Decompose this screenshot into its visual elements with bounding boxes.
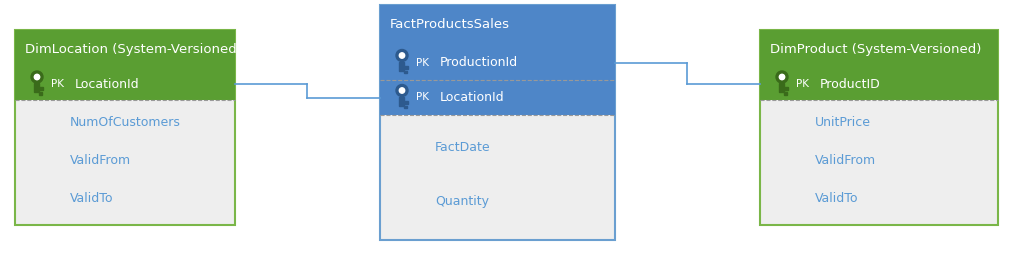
Text: PK: PK <box>796 79 809 89</box>
Text: FactProductsSales: FactProductsSales <box>390 19 510 32</box>
Circle shape <box>780 74 785 80</box>
Circle shape <box>31 71 43 83</box>
Bar <box>399 61 405 70</box>
Text: LocationId: LocationId <box>440 91 504 104</box>
Bar <box>380 5 615 45</box>
Bar <box>40 92 43 95</box>
Bar <box>780 83 785 92</box>
Bar <box>380 45 615 80</box>
Text: NumOfCustomers: NumOfCustomers <box>70 116 181 129</box>
Bar <box>399 96 405 105</box>
Text: ValidTo: ValidTo <box>70 192 113 205</box>
Bar <box>760 68 998 100</box>
Bar <box>35 83 40 92</box>
Text: ValidTo: ValidTo <box>815 192 858 205</box>
Circle shape <box>399 53 405 58</box>
Text: DimProduct (System-Versioned): DimProduct (System-Versioned) <box>770 42 981 55</box>
Text: ProductID: ProductID <box>820 77 880 91</box>
Bar <box>15 30 235 68</box>
Bar <box>380 80 615 115</box>
Text: ValidFrom: ValidFrom <box>70 154 131 167</box>
Bar <box>15 68 235 100</box>
Text: PK: PK <box>51 79 64 89</box>
Bar <box>380 5 615 240</box>
Bar <box>785 92 788 95</box>
Bar <box>40 87 44 90</box>
Circle shape <box>35 74 40 80</box>
Bar <box>405 100 409 104</box>
Text: LocationId: LocationId <box>75 77 140 91</box>
Bar <box>405 70 408 73</box>
Text: UnitPrice: UnitPrice <box>815 116 871 129</box>
Text: ValidFrom: ValidFrom <box>815 154 876 167</box>
Bar <box>760 30 998 225</box>
Bar <box>405 105 408 108</box>
Circle shape <box>776 71 788 83</box>
Circle shape <box>399 88 405 93</box>
Bar <box>785 87 789 90</box>
Bar <box>15 30 235 225</box>
Bar <box>760 30 998 68</box>
Text: ProductionId: ProductionId <box>440 56 518 69</box>
Text: DimLocation (System-Versioned): DimLocation (System-Versioned) <box>25 42 242 55</box>
Bar <box>405 65 409 68</box>
Text: Quantity: Quantity <box>435 196 489 209</box>
Circle shape <box>396 85 408 96</box>
Text: PK: PK <box>416 92 429 103</box>
Text: FactDate: FactDate <box>435 141 490 154</box>
Circle shape <box>396 50 408 61</box>
Text: PK: PK <box>416 58 429 68</box>
